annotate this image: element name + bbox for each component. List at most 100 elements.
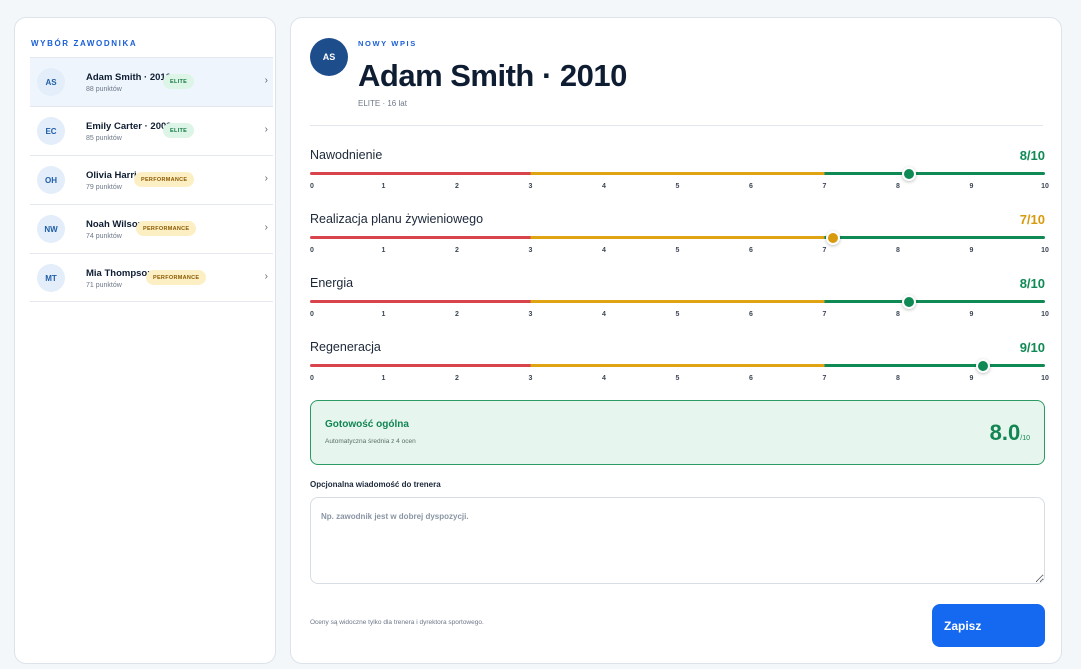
scale-tick-label: 0 <box>310 375 314 382</box>
scale-tick-label: 4 <box>602 247 606 254</box>
scale-tick-label: 1 <box>381 247 386 254</box>
athlete-points: 85 punktów <box>86 135 122 142</box>
rating-slider-track[interactable] <box>310 358 1045 373</box>
level-badge: PERFORMANCE <box>134 172 195 187</box>
athlete-list: AS Adam Smith · 2010 88 punktów ELITE › EC Emi… <box>30 57 273 302</box>
athlete-sidebar: WYBÓR ZAWODNIKA AS Adam Smith · 2010 88 pu… <box>14 17 276 664</box>
scale-tick-label: 5 <box>675 247 680 254</box>
athlete-name: Mia Thompson <box>86 268 154 279</box>
rating-label: Nawodnienie <box>310 148 383 162</box>
scale-tick-label: 9 <box>969 311 974 318</box>
athlete-item[interactable]: OH Olivia Harris 79 punktów PERFORMANCE › <box>30 155 273 204</box>
rating-slider-thumb[interactable] <box>902 294 917 309</box>
scale-tick-label: 3 <box>528 183 533 190</box>
scale-tick-label: 5 <box>675 375 680 382</box>
scale-tick-label: 3 <box>528 247 533 254</box>
visibility-note: Oceny są widoczne tylko dla trenera i dy… <box>310 619 484 626</box>
scale-tick-label: 0 <box>310 311 314 318</box>
athlete-item[interactable]: EC Emily Carter · 2009 85 punktów ELITE › <box>30 106 273 155</box>
scale-tick-label: 3 <box>528 311 533 318</box>
save-button[interactable]: Zapisz <box>932 604 1045 647</box>
readiness-score: 8.0/10 <box>990 420 1030 446</box>
athlete-avatar: EC <box>37 117 65 145</box>
athlete-avatar: AS <box>37 68 65 96</box>
rating-slider-track[interactable] <box>310 294 1045 309</box>
scale-tick-label: 2 <box>455 247 459 254</box>
athlete-name: Olivia Harris <box>86 170 142 181</box>
rating-label: Regeneracja <box>310 340 381 354</box>
chevron-right-icon: › <box>264 124 268 135</box>
rating-label: Energia <box>310 276 354 290</box>
scale-tick-label: 5 <box>675 183 680 190</box>
athlete-points: 79 punktów <box>86 184 122 191</box>
readiness-description: Automatyczna średnia z 4 ocen <box>325 438 416 445</box>
rating-value: 7/10 <box>1019 212 1045 227</box>
level-badge: PERFORMANCE <box>136 221 197 236</box>
rating-slider-track[interactable] <box>310 166 1045 181</box>
scale-tick-label: 10 <box>1041 183 1049 190</box>
scale-tick-label: 2 <box>455 375 459 382</box>
avatar: AS <box>310 38 348 76</box>
scale-tick-label: 6 <box>749 247 753 254</box>
eyebrow-label: NOWY WPIS <box>358 39 417 48</box>
scale-tick-label: 3 <box>528 375 533 382</box>
scale-tick-label: 7 <box>822 375 827 382</box>
scale-tick-label: 4 <box>602 311 606 318</box>
athlete-subtitle: ELITE · 16 lat <box>358 99 407 108</box>
header-divider <box>310 125 1043 126</box>
scale-tick-label: 8 <box>896 375 900 382</box>
chevron-right-icon: › <box>264 222 268 233</box>
readiness-score-value: 8.0 <box>989 420 1021 445</box>
level-badge: ELITE <box>163 123 195 138</box>
scale-tick-label: 10 <box>1041 311 1049 318</box>
rating-slider-track[interactable] <box>310 230 1045 245</box>
scale-tick-label: 9 <box>969 375 974 382</box>
level-badge: ELITE <box>163 74 195 89</box>
scale-tick-label: 10 <box>1041 375 1049 382</box>
athlete-points: 71 punktów <box>86 282 122 289</box>
sidebar-title: WYBÓR ZAWODNIKA <box>31 39 138 48</box>
scale-tick-label: 7 <box>822 247 827 254</box>
entry-panel: AS NOWY WPIS Adam Smith · 2010 ELITE · 1… <box>290 17 1062 664</box>
athlete-item[interactable]: MT Mia Thompson 71 punktów PERFORMANCE › <box>30 253 273 302</box>
athlete-avatar: NW <box>37 215 65 243</box>
message-input[interactable] <box>310 497 1045 584</box>
athlete-name: Adam Smith · 2010 <box>86 72 171 83</box>
page-title: Adam Smith · 2010 <box>358 58 627 93</box>
readiness-score-suffix: /10 <box>1020 435 1030 442</box>
rating-row: Energia 8/10 0 1 2 3 4 5 6 7 8 9 10 <box>310 276 1049 328</box>
level-badge: PERFORMANCE <box>146 270 207 285</box>
scale-tick-label: 7 <box>822 311 827 318</box>
rating-label: Realizacja planu żywieniowego <box>310 212 484 226</box>
rating-row: Regeneracja 9/10 0 1 2 3 4 5 6 7 8 9 10 <box>310 340 1049 392</box>
scale-tick-label: 2 <box>455 183 459 190</box>
scale-tick-label: 6 <box>749 375 753 382</box>
rating-slider-thumb[interactable] <box>902 166 917 181</box>
message-label: Opcjonalna wiadomość do trenera <box>310 480 441 489</box>
athlete-points: 74 punktów <box>86 233 122 240</box>
chevron-right-icon: › <box>264 75 268 86</box>
athlete-name: Noah Wilson <box>86 219 144 230</box>
athlete-item[interactable]: AS Adam Smith · 2010 88 punktów ELITE › <box>30 57 273 106</box>
scale-tick-label: 9 <box>969 247 974 254</box>
scale-tick-label: 4 <box>602 375 606 382</box>
chevron-right-icon: › <box>264 173 268 184</box>
scale-tick-label: 1 <box>381 311 386 318</box>
scale-tick-label: 0 <box>310 183 314 190</box>
scale-tick-label: 10 <box>1041 247 1049 254</box>
rating-value: 9/10 <box>1019 340 1045 355</box>
chevron-right-icon: › <box>264 271 268 282</box>
scale-tick-label: 1 <box>381 183 386 190</box>
scale-tick-label: 0 <box>310 247 314 254</box>
rating-slider-thumb[interactable] <box>826 230 841 245</box>
scale-tick-label: 8 <box>896 247 900 254</box>
athlete-item[interactable]: NW Noah Wilson 74 punktów PERFORMANCE › <box>30 204 273 253</box>
rating-row: Nawodnienie 8/10 0 1 2 3 4 5 6 7 8 9 10 <box>310 148 1049 200</box>
rating-slider-thumb[interactable] <box>975 358 990 373</box>
scale-tick-label: 2 <box>455 311 459 318</box>
scale-tick-label: 6 <box>749 311 753 318</box>
scale-tick-label: 4 <box>602 183 606 190</box>
rating-value: 8/10 <box>1019 148 1045 163</box>
scale-tick-label: 1 <box>381 375 386 382</box>
scale-tick-label: 6 <box>749 183 753 190</box>
